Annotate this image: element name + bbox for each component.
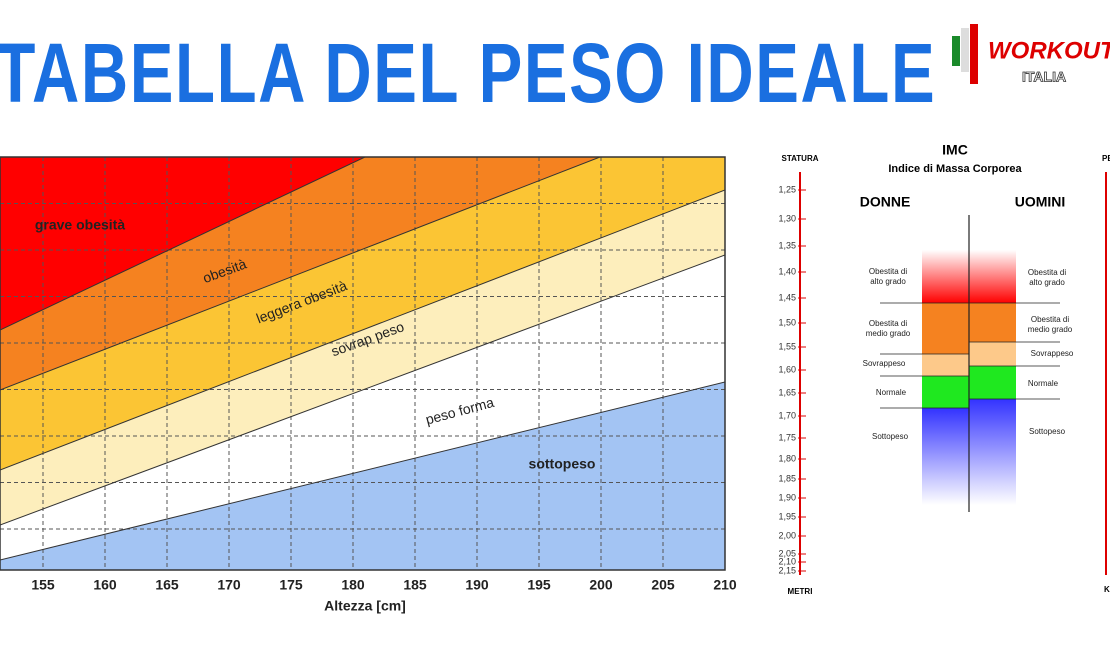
height-label: STATURA: [781, 154, 818, 163]
logo: WORKOUT ITALIA: [952, 24, 1110, 85]
x-tick-label: 175: [279, 577, 303, 593]
height-tick-label: 1,60: [778, 364, 796, 374]
height-tick-label: 1,65: [778, 387, 796, 397]
page-title: TABELLA DEL PESO IDEALE: [0, 26, 936, 120]
men-label: UOMINI: [1015, 194, 1066, 210]
x-tick-label: 205: [651, 577, 675, 593]
x-tick-label: 155: [31, 577, 55, 593]
x-tick-label: 210: [713, 577, 737, 593]
zone-label: Obestita di: [869, 319, 907, 328]
zone-label: medio grado: [866, 329, 911, 338]
zone-label: Sottopeso: [1029, 427, 1066, 436]
height-tick-label: 2,15: [778, 565, 796, 575]
logo-name: WORKOUT: [988, 37, 1110, 64]
zone-label: Obestita di: [1028, 268, 1066, 277]
height-tick-label: 1,95: [778, 511, 796, 521]
zone-label: Obestita di: [1031, 315, 1069, 324]
x-axis-label: Altezza [cm]: [324, 598, 406, 614]
weight-chart-plot: [0, 157, 725, 570]
height-tick-label: 2,10: [778, 556, 796, 566]
height-tick-label: 1,70: [778, 410, 796, 420]
x-tick-label: 180: [341, 577, 365, 593]
women-label: DONNE: [860, 194, 911, 210]
height-tick-label: 1,25: [778, 184, 796, 194]
height-unit: METRI: [788, 587, 813, 596]
x-tick-label: 160: [93, 577, 117, 593]
weight-unit: K: [1104, 585, 1110, 594]
height-tick-label: 1,30: [778, 213, 796, 223]
height-tick-label: 2,05: [778, 548, 796, 558]
height-tick-label: 1,90: [778, 492, 796, 502]
height-tick-label: 1,85: [778, 473, 796, 483]
x-tick-label: 190: [465, 577, 489, 593]
plot-frame: [0, 156, 726, 571]
zone-label: Sovrappeso: [863, 359, 906, 368]
zone-label: alto grado: [1029, 278, 1065, 287]
x-tick-label: 170: [217, 577, 241, 593]
height-tick-label: 1,35: [778, 240, 796, 250]
zone-label: Normale: [876, 388, 907, 397]
panel-title: IMC: [942, 142, 968, 158]
x-tick-label: 165: [155, 577, 179, 593]
logo-sub: ITALIA: [1022, 69, 1066, 85]
band-fill: [0, 382, 725, 570]
band-label: grave obesità: [35, 217, 125, 233]
height-tick-label: 1,50: [778, 317, 796, 327]
height-tick-label: 1,55: [778, 341, 796, 351]
x-tick-label: 185: [403, 577, 427, 593]
zone-label: Obestita di: [869, 267, 907, 276]
height-tick-label: 1,40: [778, 266, 796, 276]
zone-label: Sovrappeso: [1031, 349, 1074, 358]
height-tick-label: 1,45: [778, 292, 796, 302]
height-tick-label: 2,00: [778, 530, 796, 540]
zone-label: Normale: [1028, 379, 1059, 388]
x-tick-label: 200: [589, 577, 613, 593]
x-tick-label: 195: [527, 577, 551, 593]
band-label: sottopeso: [529, 456, 596, 472]
height-tick-label: 1,75: [778, 432, 796, 442]
bmi-panel: STATURA METRI IMC Indice di Massa Corpor…: [781, 142, 1110, 596]
panel-subtitle: Indice di Massa Corporea: [888, 163, 1022, 175]
zone-label: medio grado: [1028, 325, 1073, 334]
zone-label: alto grado: [870, 277, 906, 286]
zone-label: Sottopeso: [872, 432, 909, 441]
height-tick-label: 1,80: [778, 453, 796, 463]
weight-label: PES: [1102, 154, 1110, 163]
